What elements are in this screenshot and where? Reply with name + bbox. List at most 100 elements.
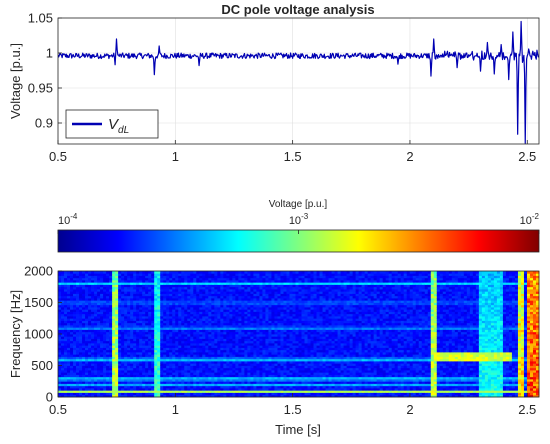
spectrogram-cell (262, 313, 266, 317)
spectrogram-cell (163, 352, 167, 355)
spectrogram-cell (88, 347, 92, 351)
spectrogram-cell (217, 327, 221, 330)
spectrogram-cell (88, 345, 92, 348)
spectrogram-cell (265, 300, 269, 303)
spectrogram-cell (136, 394, 140, 398)
spectrogram-cell (244, 289, 248, 292)
spectrogram-cell (253, 291, 257, 294)
spectrogram-cell (205, 329, 209, 333)
spectrogram-cell (142, 345, 146, 348)
spectrogram-cell (100, 370, 104, 373)
spectrogram-cell (271, 293, 275, 297)
spectrogram-cell (202, 385, 206, 389)
spectrogram-cell (91, 302, 95, 306)
spectrogram-cell (220, 331, 224, 335)
spectrogram-cell (151, 277, 155, 281)
spectrogram-cell (58, 313, 62, 317)
spectrogram-cell (295, 388, 299, 391)
spectrogram-cell (91, 280, 95, 283)
spectrogram-cell (70, 309, 74, 312)
spectrogram-cell (157, 381, 161, 384)
spectrogram-cell (118, 345, 122, 348)
spectrogram-cell (151, 374, 155, 378)
spectrogram-cell (190, 336, 194, 339)
spectrogram-cell (217, 390, 221, 393)
spectrogram-cell (250, 394, 254, 398)
spectrogram-cell (316, 336, 320, 339)
spectrogram-cell (190, 304, 194, 308)
spectrogram-cell (145, 271, 149, 274)
spectrogram-cell (319, 376, 323, 380)
spectrogram-cell (223, 354, 227, 357)
spectrogram-cell (238, 390, 242, 393)
spectrogram-cell (229, 383, 233, 387)
spectrogram-cell (61, 277, 65, 281)
spectrogram-cell (196, 273, 200, 276)
spectrogram-cell (235, 327, 239, 330)
spectrogram-cell (193, 275, 197, 279)
spectrogram-cell (127, 356, 131, 360)
spectrogram-cell (106, 372, 110, 375)
spectrogram-cell (187, 372, 191, 375)
spectrogram-cell (148, 338, 152, 342)
spectrogram-cell (316, 325, 320, 328)
spectrogram-cell (223, 273, 227, 276)
spectrogram-cell (187, 325, 191, 328)
spectrogram-cell (82, 363, 86, 366)
spectrogram-cell (106, 273, 110, 276)
spectrogram-cell (214, 327, 218, 330)
spectrogram-cell (208, 329, 212, 333)
spectrogram-cell (106, 358, 110, 362)
spectrogram-cell (238, 284, 242, 288)
spectrogram-cell (76, 338, 80, 342)
spectrogram-cell (256, 363, 260, 366)
spectrogram-cell (289, 372, 293, 375)
spectrogram-cell (241, 284, 245, 288)
spectrogram-cell (262, 367, 266, 371)
spectrogram-cell (208, 390, 212, 393)
spectrogram-cell (262, 365, 266, 369)
spectrogram-cell (157, 304, 161, 308)
spectrogram-cell (109, 363, 113, 366)
spectrogram-cell (283, 376, 287, 380)
spectrogram-cell (124, 381, 128, 384)
spectrogram-cell (127, 327, 131, 330)
spectrogram-cell (85, 376, 89, 380)
spectrogram-cell (292, 367, 296, 371)
spectrogram-cell (286, 329, 290, 333)
spectrogram-cell (109, 284, 113, 288)
spectrogram-cell (163, 372, 167, 375)
spectrogram-cell (115, 370, 119, 373)
spectrogram-cell (67, 329, 71, 333)
spectrogram-cell (247, 363, 251, 366)
spectrogram-cell (160, 289, 164, 292)
spectrogram-cell (124, 331, 128, 335)
spectrogram-cell (106, 289, 110, 292)
spectrogram-cell (163, 388, 167, 391)
spectrogram-cell (130, 325, 134, 328)
spectrogram-cell (274, 383, 278, 387)
spectrogram-cell (166, 271, 170, 274)
spectrogram-cell (190, 370, 194, 373)
spectrogram-cell (124, 329, 128, 333)
spectrogram-cell (211, 379, 215, 382)
spectrogram-cell (235, 363, 239, 366)
spectrogram-cell (205, 320, 209, 324)
spectrogram-cell (295, 356, 299, 360)
spectrogram-cell (73, 271, 77, 274)
spectrogram-cell (142, 271, 146, 274)
spectrogram-cell (211, 313, 215, 317)
spectrogram-cell (64, 343, 68, 346)
spectrogram-cell (271, 329, 275, 333)
spectrogram-cell (301, 354, 305, 357)
spectrogram-cell (145, 356, 149, 360)
spectrogram-cell (88, 372, 92, 375)
spectrogram-cell (289, 336, 293, 339)
spectrogram-cell (202, 336, 206, 339)
spectrogram-cell (316, 277, 320, 281)
spectrogram-cell (157, 293, 161, 297)
spectrogram-cell (226, 291, 230, 294)
spectrogram-cell (115, 338, 119, 342)
spectrogram-cell (133, 372, 137, 375)
spectrogram-cell (277, 286, 281, 290)
